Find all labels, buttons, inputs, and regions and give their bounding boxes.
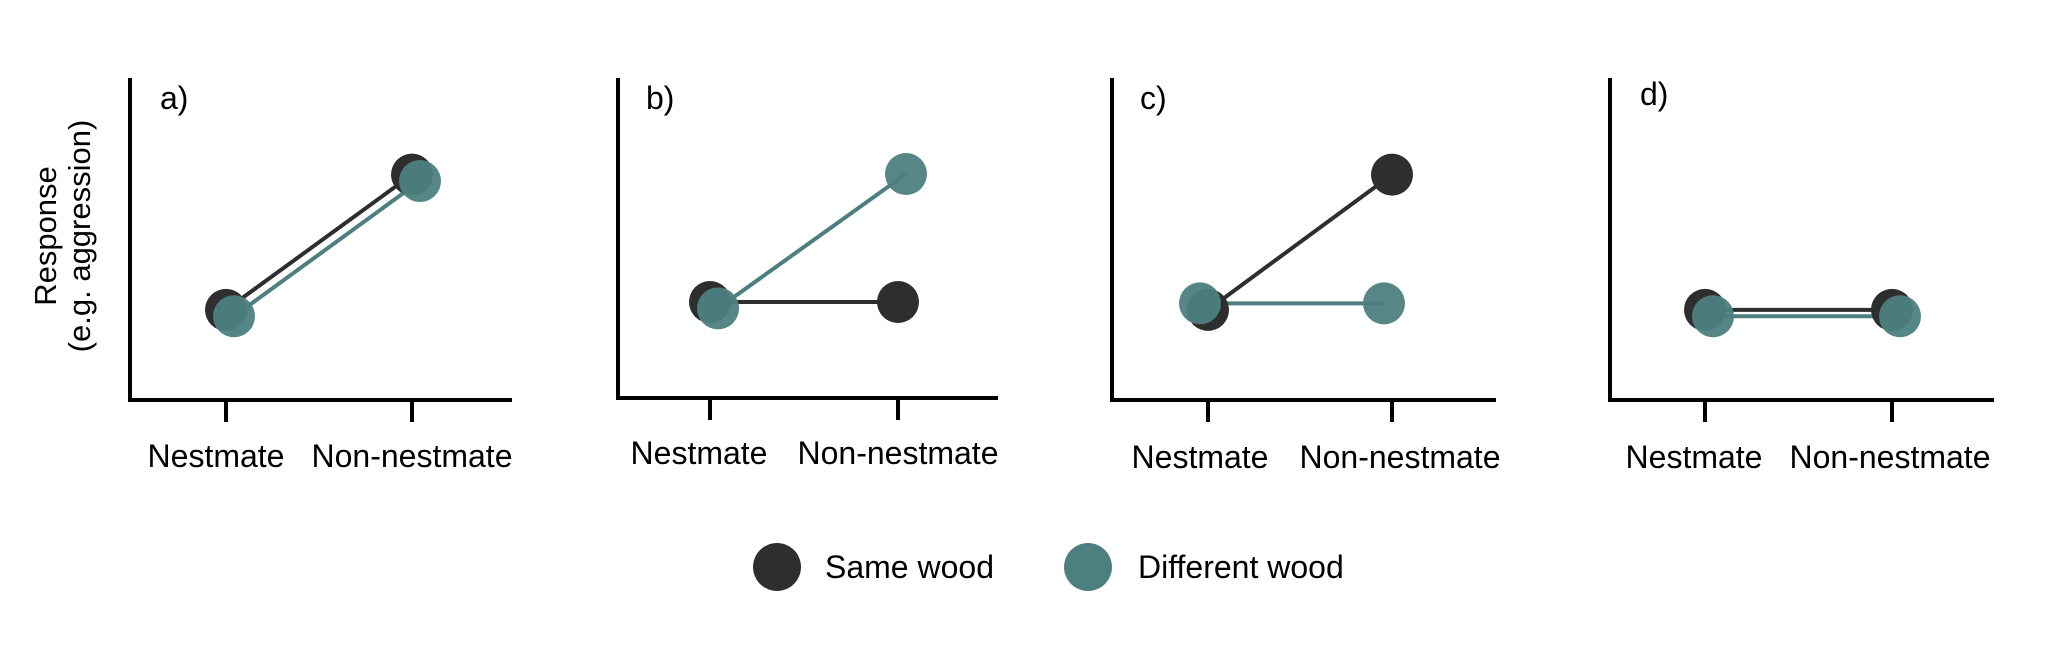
- legend-swatch-different-wood: [1064, 543, 1112, 591]
- panel-c: c) Nestmate Non-nestmate: [1110, 78, 1500, 475]
- legend-label-same-wood: Same wood: [825, 549, 994, 585]
- panel-a-line-same: [224, 172, 414, 312]
- panel-a-label: a): [160, 80, 188, 116]
- panel-b-x-tick-label-non-nestmate: Non-nestmate: [798, 435, 999, 471]
- panel-d-point-different-nestmate: [1692, 295, 1734, 338]
- y-axis-title-line-2: (e.g. aggression): [62, 120, 97, 353]
- panel-b-axes: [616, 78, 998, 420]
- panel-d-axes: [1608, 78, 1994, 422]
- panel-d-x-tick-label-nestmate: Nestmate: [1626, 439, 1763, 475]
- panel-a-marks: [205, 153, 441, 338]
- panel-b-x-tick-label-nestmate: Nestmate: [631, 435, 768, 471]
- panel-b-point-same-non-nestmate: [877, 281, 919, 323]
- panel-a-axes: [128, 78, 512, 422]
- panel-d-x-tick-label-non-nestmate: Non-nestmate: [1790, 439, 1991, 475]
- y-axis-title: Response (e.g. aggression): [28, 120, 97, 353]
- panel-a-point-different-non-nestmate: [399, 160, 441, 203]
- panel-b-point-different-non-nestmate: [885, 153, 927, 195]
- panel-a-x-tick-label-non-nestmate: Non-nestmate: [312, 438, 513, 474]
- panel-d: d) Nestmate Non-nestmate: [1608, 76, 1994, 475]
- panel-d-marks: [1684, 288, 1921, 338]
- panel-c-point-different-nestmate: [1179, 282, 1221, 325]
- panel-b-line-different: [716, 172, 908, 311]
- panel-c-point-different-non-nestmate: [1363, 282, 1405, 325]
- panel-c-line-same: [1206, 172, 1394, 312]
- panel-c-point-same-non-nestmate: [1371, 153, 1413, 196]
- panel-b-marks: [689, 153, 927, 330]
- legend-label-different-wood: Different wood: [1138, 549, 1344, 585]
- panel-c-x-tick-label-non-nestmate: Non-nestmate: [1300, 439, 1501, 475]
- legend-swatch-same-wood: [753, 543, 801, 591]
- legend: Same wood Different wood: [753, 543, 1344, 591]
- panel-c-axes: [1110, 78, 1496, 422]
- y-axis-title-line-1: Response: [28, 166, 63, 306]
- panel-c-x-tick-label-nestmate: Nestmate: [1132, 439, 1269, 475]
- panel-d-point-different-non-nestmate: [1879, 295, 1921, 338]
- panel-d-label: d): [1640, 76, 1668, 112]
- panel-a: a) Nestmate Non-nestmate: [128, 78, 512, 474]
- panel-a-line-different: [232, 179, 422, 318]
- panel-a-point-different-nestmate: [213, 295, 255, 338]
- panel-c-label: c): [1140, 80, 1167, 116]
- panel-b-point-different-nestmate: [697, 287, 739, 330]
- panel-c-marks: [1179, 153, 1413, 331]
- panel-b-label: b): [646, 80, 674, 116]
- panel-a-x-tick-label-nestmate: Nestmate: [148, 438, 285, 474]
- panel-b: b) Nestmate Non-nestmate: [616, 78, 998, 471]
